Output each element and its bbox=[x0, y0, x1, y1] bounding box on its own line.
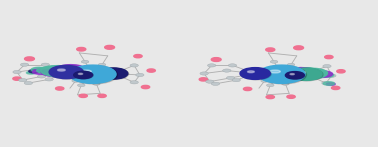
Circle shape bbox=[337, 70, 345, 73]
Circle shape bbox=[147, 69, 155, 72]
Ellipse shape bbox=[33, 69, 49, 74]
Circle shape bbox=[226, 76, 235, 80]
Circle shape bbox=[287, 63, 295, 66]
Ellipse shape bbox=[270, 70, 280, 73]
Circle shape bbox=[98, 63, 106, 66]
Ellipse shape bbox=[31, 67, 45, 71]
Ellipse shape bbox=[37, 67, 58, 74]
Circle shape bbox=[100, 68, 129, 79]
Circle shape bbox=[93, 82, 100, 85]
Circle shape bbox=[332, 86, 340, 90]
Circle shape bbox=[282, 82, 289, 85]
Circle shape bbox=[19, 78, 27, 82]
Circle shape bbox=[199, 78, 208, 81]
Circle shape bbox=[136, 73, 144, 77]
Circle shape bbox=[211, 58, 221, 61]
Ellipse shape bbox=[291, 68, 327, 79]
Ellipse shape bbox=[323, 82, 335, 85]
Ellipse shape bbox=[320, 73, 334, 77]
Circle shape bbox=[34, 67, 42, 71]
Ellipse shape bbox=[326, 83, 335, 85]
Circle shape bbox=[69, 65, 116, 83]
Circle shape bbox=[74, 71, 93, 79]
Circle shape bbox=[98, 94, 106, 97]
Circle shape bbox=[72, 79, 79, 82]
Circle shape bbox=[77, 84, 85, 87]
Circle shape bbox=[200, 72, 208, 75]
Circle shape bbox=[134, 55, 142, 58]
Circle shape bbox=[240, 68, 270, 79]
Ellipse shape bbox=[287, 68, 316, 76]
Circle shape bbox=[260, 66, 307, 84]
Circle shape bbox=[99, 68, 128, 79]
Circle shape bbox=[77, 47, 86, 51]
Circle shape bbox=[206, 80, 214, 83]
Circle shape bbox=[266, 48, 275, 51]
Circle shape bbox=[130, 81, 138, 84]
Circle shape bbox=[130, 64, 138, 67]
Circle shape bbox=[24, 81, 33, 85]
Circle shape bbox=[290, 68, 322, 80]
Circle shape bbox=[74, 72, 93, 79]
Circle shape bbox=[25, 57, 34, 61]
Ellipse shape bbox=[81, 70, 91, 73]
Circle shape bbox=[41, 63, 50, 66]
Circle shape bbox=[291, 69, 323, 81]
Circle shape bbox=[266, 84, 274, 87]
Circle shape bbox=[328, 74, 336, 77]
Ellipse shape bbox=[290, 74, 294, 75]
Ellipse shape bbox=[26, 71, 36, 74]
Circle shape bbox=[71, 66, 118, 84]
Circle shape bbox=[322, 81, 330, 85]
Circle shape bbox=[241, 68, 271, 80]
Ellipse shape bbox=[311, 71, 333, 77]
Circle shape bbox=[105, 45, 115, 49]
Circle shape bbox=[286, 72, 305, 79]
Ellipse shape bbox=[300, 68, 316, 73]
Circle shape bbox=[45, 78, 53, 81]
Circle shape bbox=[294, 46, 304, 50]
Circle shape bbox=[37, 75, 46, 78]
Circle shape bbox=[232, 78, 240, 82]
Circle shape bbox=[325, 55, 333, 59]
Circle shape bbox=[13, 77, 21, 80]
Circle shape bbox=[141, 85, 150, 89]
Circle shape bbox=[13, 70, 21, 74]
Ellipse shape bbox=[41, 66, 76, 77]
Ellipse shape bbox=[298, 71, 305, 73]
Ellipse shape bbox=[78, 73, 83, 74]
Circle shape bbox=[258, 65, 305, 83]
Circle shape bbox=[208, 64, 216, 67]
Circle shape bbox=[81, 60, 89, 63]
Circle shape bbox=[211, 82, 220, 85]
Circle shape bbox=[79, 94, 87, 97]
Circle shape bbox=[56, 87, 64, 90]
Circle shape bbox=[287, 95, 295, 98]
Circle shape bbox=[228, 64, 237, 67]
Circle shape bbox=[285, 72, 304, 79]
Circle shape bbox=[49, 65, 83, 79]
Ellipse shape bbox=[41, 69, 65, 77]
Ellipse shape bbox=[29, 70, 39, 73]
Ellipse shape bbox=[106, 71, 113, 73]
Circle shape bbox=[223, 69, 231, 72]
Ellipse shape bbox=[57, 69, 65, 71]
Circle shape bbox=[270, 60, 278, 63]
Circle shape bbox=[20, 63, 29, 66]
Circle shape bbox=[243, 87, 252, 91]
Ellipse shape bbox=[51, 70, 74, 77]
Circle shape bbox=[50, 66, 84, 79]
Ellipse shape bbox=[248, 71, 254, 73]
Circle shape bbox=[266, 95, 274, 99]
Ellipse shape bbox=[56, 65, 84, 74]
Ellipse shape bbox=[304, 69, 328, 77]
Circle shape bbox=[261, 79, 268, 82]
Circle shape bbox=[323, 65, 331, 68]
